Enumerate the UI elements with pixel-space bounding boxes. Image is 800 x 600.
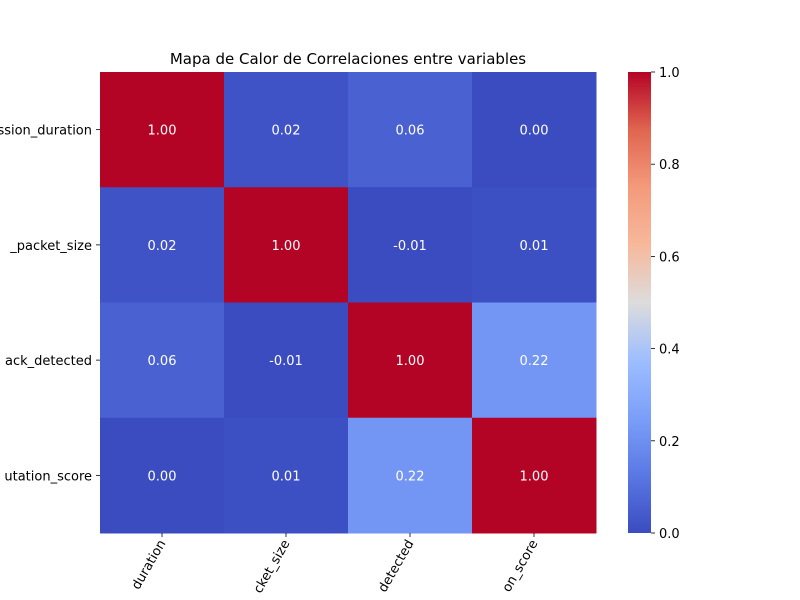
column-labels: duration cket_size detected on_score (129, 533, 541, 596)
cell-value-label: 0.00 (148, 469, 177, 484)
heatmap-cell (472, 302, 597, 419)
column-label: on_score (500, 537, 542, 594)
column-label: detected (376, 538, 418, 596)
column-label: duration (129, 538, 169, 593)
heatmap-cell (224, 187, 349, 303)
heatmap-cell (472, 187, 597, 303)
chart-title: Mapa de Calor de Correlaciones entre var… (170, 50, 526, 68)
heatmap-cell (348, 302, 473, 419)
cell-value-label: 0.06 (396, 124, 425, 139)
heatmap-cell (348, 187, 473, 303)
column-label: cket_size (251, 537, 293, 596)
row-labels: ssion_duration _packet_size ack_detectedut… (0, 124, 100, 484)
colorbar (628, 72, 651, 533)
heatmap-cell (472, 72, 597, 188)
cell-value-label: 0.22 (520, 354, 549, 369)
heatmap-cell (100, 187, 225, 303)
row-label: ack_detected (5, 354, 92, 369)
cell-value-label: 0.00 (520, 124, 549, 139)
cell-value-label: 1.00 (148, 124, 177, 139)
cell-value-label: 0.02 (148, 239, 177, 254)
cell-value-label: 0.02 (272, 124, 301, 139)
heatmap-cell (348, 417, 473, 534)
cell-value-label: 0.22 (396, 469, 425, 484)
heatmap-cell (472, 417, 597, 534)
cell-value-label: 0.01 (272, 469, 301, 484)
cell-value-label: 1.00 (520, 469, 549, 484)
colorbar-ticks: 0.0 0.2 0.4 0.6 0.8 1.0 (651, 66, 680, 542)
heatmap-cell (100, 302, 225, 419)
cell-value-label: 0.01 (520, 239, 549, 254)
cell-value-label: 1.00 (396, 354, 425, 369)
row-label: ssion_duration (0, 124, 92, 139)
colorbar-tick-label: 0.8 (659, 158, 680, 173)
heatmap-cell (100, 72, 225, 188)
colorbar-tick-label: 0.4 (659, 343, 680, 358)
heatmap-cell (224, 417, 349, 534)
heatmap-cell (224, 302, 349, 419)
heatmap-cells: 1.00 0.02 0.06 0.00 0.02 1.00 -0.01 0.01 0.06 -0.… (100, 72, 597, 534)
colorbar-tick-label: 0.6 (659, 250, 680, 265)
cell-value-label: -0.01 (269, 354, 303, 369)
cell-value-label: -0.01 (393, 239, 427, 254)
cell-value-label: 0.06 (148, 354, 177, 369)
heatmap-cell (100, 417, 225, 534)
heatmap-cell (224, 72, 349, 188)
cell-value-label: 1.00 (272, 239, 301, 254)
row-label: _packet_size (9, 239, 92, 254)
colorbar-tick-label: 0.0 (659, 527, 680, 542)
colorbar-tick-label: 1.0 (659, 66, 680, 81)
heatmap-cell (348, 72, 473, 188)
row-label: utation_score (4, 469, 92, 484)
colorbar-tick-label: 0.2 (659, 435, 680, 450)
